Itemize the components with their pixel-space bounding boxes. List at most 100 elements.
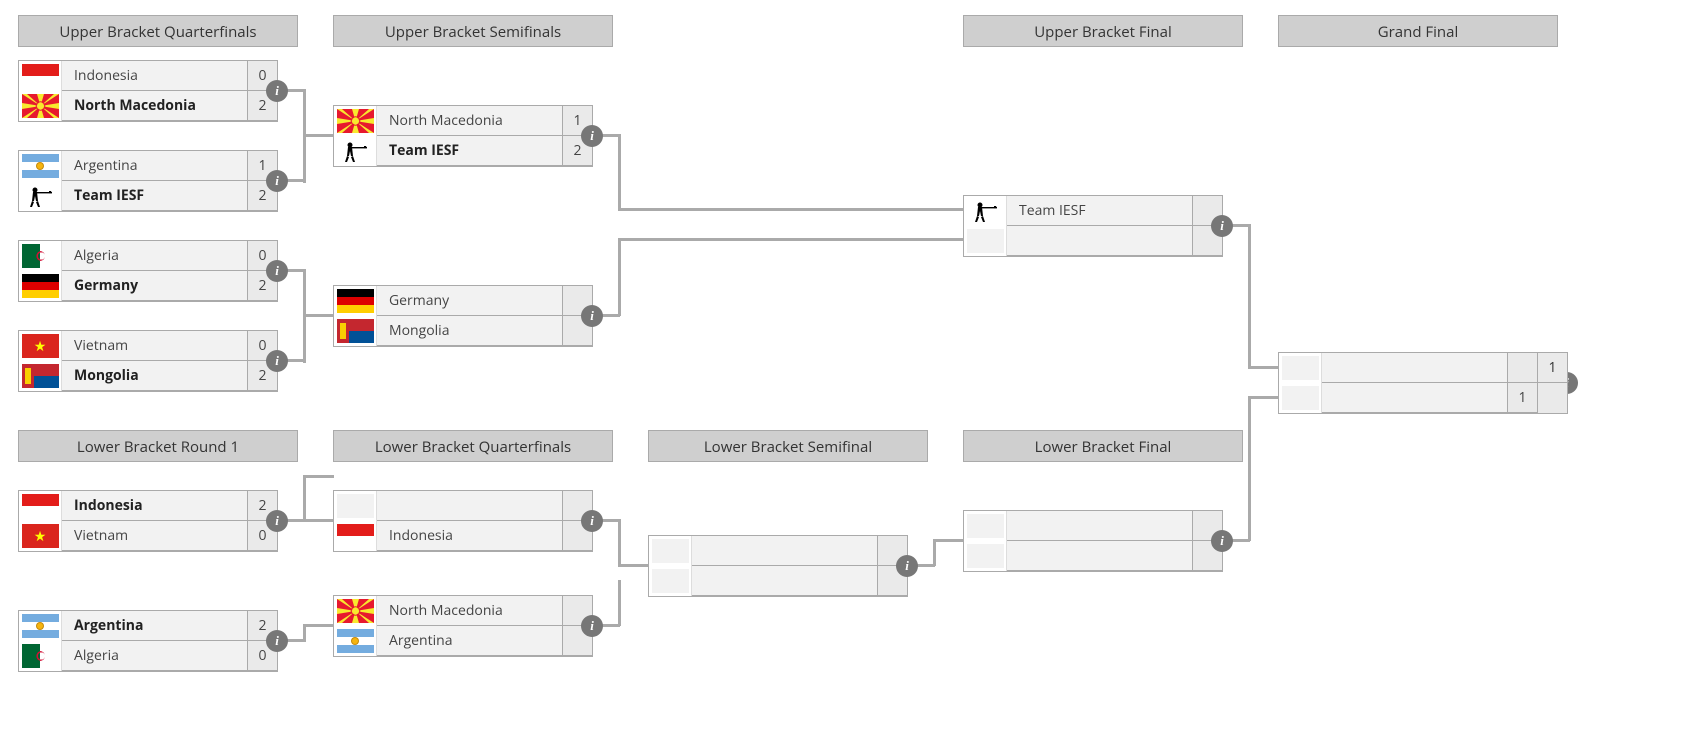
team-row[interactable]: Team IESF2 bbox=[334, 136, 592, 166]
northmacedonia-flag-icon bbox=[334, 596, 377, 626]
info-icon[interactable]: i bbox=[266, 510, 288, 532]
empty-flag-icon bbox=[1279, 353, 1322, 383]
indonesia-flag-icon bbox=[19, 61, 62, 91]
team-name: Germany bbox=[62, 271, 247, 300]
team-row[interactable]: North Macedonia2 bbox=[19, 91, 277, 121]
info-icon[interactable]: i bbox=[581, 615, 603, 637]
match-lbsf: i bbox=[648, 535, 908, 597]
team-row[interactable]: Mongolia2 bbox=[19, 361, 277, 391]
bracket-connector bbox=[1248, 224, 1251, 369]
team-row[interactable]: North Macedonia bbox=[334, 596, 592, 626]
info-icon[interactable]: i bbox=[266, 170, 288, 192]
gf-extra-cell bbox=[1538, 383, 1567, 413]
gf-extra-cell: 1 bbox=[1538, 353, 1567, 383]
team-row[interactable] bbox=[334, 491, 592, 521]
team-name bbox=[1007, 226, 1192, 255]
team-name bbox=[1007, 511, 1192, 540]
team-row[interactable]: Algeria0 bbox=[19, 641, 277, 671]
info-icon[interactable]: i bbox=[266, 350, 288, 372]
empty-flag-icon bbox=[964, 541, 1007, 571]
team-row[interactable] bbox=[649, 566, 907, 596]
info-icon[interactable]: i bbox=[581, 305, 603, 327]
team-name: North Macedonia bbox=[377, 596, 562, 625]
team-row[interactable]: Germany bbox=[334, 286, 592, 316]
team-name bbox=[377, 491, 562, 520]
round-header-lb-sf: Lower Bracket Semifinal bbox=[648, 430, 928, 462]
argentina-flag-icon bbox=[334, 626, 377, 656]
team-name: Argentina bbox=[377, 626, 562, 655]
match-ubqf4: Vietnam0Mongolia2i bbox=[18, 330, 278, 392]
team-score: 1 bbox=[1507, 383, 1537, 412]
team-row[interactable]: North Macedonia1 bbox=[334, 106, 592, 136]
germany-flag-icon bbox=[19, 271, 62, 301]
team-row[interactable]: Indonesia bbox=[334, 521, 592, 551]
team-name: North Macedonia bbox=[62, 91, 247, 120]
team-name bbox=[1322, 383, 1507, 412]
match-ubsf1: North Macedonia1Team IESF2i bbox=[333, 105, 593, 167]
gf-extra-score: 1 bbox=[1538, 352, 1568, 414]
info-icon[interactable]: i bbox=[1211, 530, 1233, 552]
team-row[interactable]: Vietnam0 bbox=[19, 331, 277, 361]
indonesia-flag-icon bbox=[19, 491, 62, 521]
team-row[interactable]: Indonesia2 bbox=[19, 491, 277, 521]
match-ubf: Team IESFi bbox=[963, 195, 1223, 257]
team-row[interactable]: Mongolia bbox=[334, 316, 592, 346]
team-name: Vietnam bbox=[62, 521, 247, 550]
match-ubqf3: Algeria0Germany2i bbox=[18, 240, 278, 302]
team-name bbox=[1007, 541, 1192, 570]
team-row[interactable]: Argentina bbox=[334, 626, 592, 656]
iesf-flag-icon bbox=[19, 181, 62, 211]
iesf-flag-icon bbox=[964, 196, 1007, 226]
info-icon[interactable]: i bbox=[896, 555, 918, 577]
bracket-connector bbox=[933, 539, 936, 566]
team-name: Germany bbox=[377, 286, 562, 315]
mongolia-flag-icon bbox=[334, 316, 377, 346]
bracket-connector bbox=[618, 580, 621, 626]
team-row[interactable]: Argentina1 bbox=[19, 151, 277, 181]
round-header-lb-f: Lower Bracket Final bbox=[963, 430, 1243, 462]
empty-flag-icon bbox=[964, 511, 1007, 541]
round-header-lb-r1: Lower Bracket Round 1 bbox=[18, 430, 298, 462]
team-row[interactable] bbox=[1279, 353, 1537, 383]
northmacedonia-flag-icon bbox=[19, 91, 62, 121]
round-header-lb-qf: Lower Bracket Quarterfinals bbox=[333, 430, 613, 462]
team-row[interactable]: Indonesia0 bbox=[19, 61, 277, 91]
indonesia-flag-icon bbox=[334, 521, 377, 551]
bracket-connector bbox=[303, 624, 334, 627]
bracket-connector bbox=[618, 564, 649, 567]
team-row[interactable]: 1 bbox=[1279, 383, 1537, 413]
algeria-flag-icon bbox=[19, 241, 62, 271]
match-lbqf2: North MacedoniaArgentinai bbox=[333, 595, 593, 657]
match-ubsf2: GermanyMongoliai bbox=[333, 285, 593, 347]
argentina-flag-icon bbox=[19, 611, 62, 641]
team-name: Vietnam bbox=[62, 331, 247, 360]
team-row[interactable]: Team IESF bbox=[964, 196, 1222, 226]
team-name: Mongolia bbox=[62, 361, 247, 390]
team-row[interactable]: Argentina2 bbox=[19, 611, 277, 641]
bracket-connector bbox=[618, 238, 964, 241]
info-icon[interactable]: i bbox=[266, 260, 288, 282]
team-name: Team IESF bbox=[1007, 196, 1192, 225]
team-row[interactable]: Vietnam0 bbox=[19, 521, 277, 551]
team-name bbox=[1322, 353, 1507, 382]
round-header-gf: Grand Final bbox=[1278, 15, 1558, 47]
team-row[interactable] bbox=[964, 511, 1222, 541]
info-icon[interactable]: i bbox=[266, 630, 288, 652]
team-name bbox=[692, 566, 877, 595]
team-row[interactable] bbox=[964, 226, 1222, 256]
team-row[interactable] bbox=[649, 536, 907, 566]
team-row[interactable]: Germany2 bbox=[19, 271, 277, 301]
argentina-flag-icon bbox=[19, 151, 62, 181]
info-icon[interactable]: i bbox=[1211, 215, 1233, 237]
team-row[interactable] bbox=[964, 541, 1222, 571]
bracket-connector bbox=[1248, 396, 1279, 399]
team-row[interactable]: Algeria0 bbox=[19, 241, 277, 271]
empty-flag-icon bbox=[964, 226, 1007, 256]
bracket-connector bbox=[303, 475, 306, 521]
match-ubqf2: Argentina1Team IESF2i bbox=[18, 150, 278, 212]
info-icon[interactable]: i bbox=[581, 510, 603, 532]
info-icon[interactable]: i bbox=[581, 125, 603, 147]
info-icon[interactable]: i bbox=[266, 80, 288, 102]
team-row[interactable]: Team IESF2 bbox=[19, 181, 277, 211]
bracket-connector bbox=[303, 134, 334, 137]
